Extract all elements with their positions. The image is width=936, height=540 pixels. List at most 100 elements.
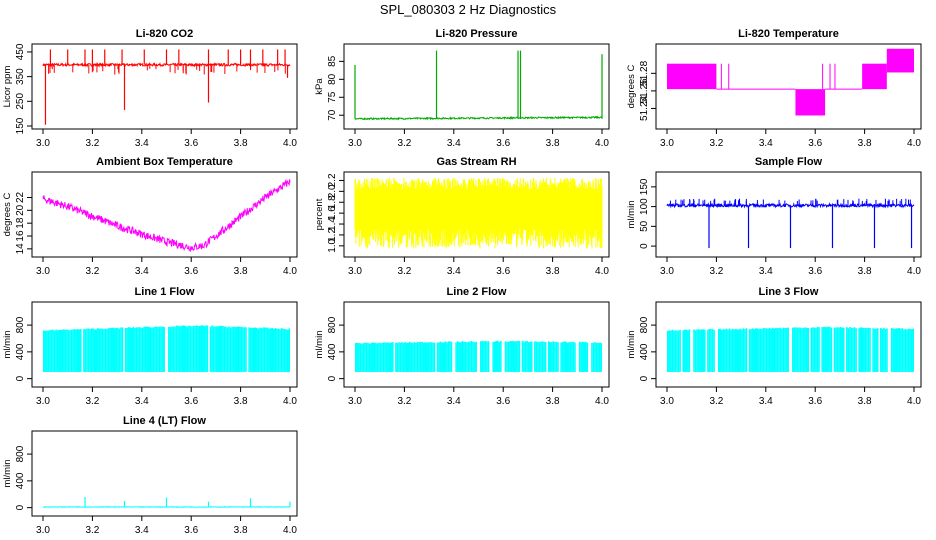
y-tick-label: 1.6 — [327, 206, 338, 220]
flow-band — [177, 325, 179, 372]
y-tick-label: 51.24 — [639, 95, 650, 120]
flow-band — [668, 330, 671, 372]
flow-band — [583, 342, 586, 372]
flow-band — [799, 327, 802, 372]
flow-band — [92, 328, 94, 372]
flow-band — [223, 326, 226, 372]
flow-band — [361, 343, 363, 372]
flow-band — [242, 327, 244, 372]
flow-band — [739, 328, 742, 372]
flow-band — [890, 328, 893, 372]
flow-band — [469, 341, 471, 372]
flow-band — [699, 329, 701, 372]
flow-band — [521, 340, 524, 372]
flow-band — [765, 328, 768, 372]
plot-frame — [655, 301, 922, 388]
flow-band — [748, 329, 751, 372]
flow-band — [239, 326, 241, 372]
panel-title: Line 4 (LT) Flow — [123, 415, 206, 427]
flow-band — [679, 329, 681, 372]
flow-band — [402, 342, 405, 372]
flow-band — [667, 331, 669, 372]
flow-band — [858, 328, 860, 372]
flow-band — [696, 329, 698, 372]
flow-band — [376, 343, 379, 372]
flow-band — [730, 329, 732, 372]
flow-band — [872, 328, 874, 372]
flow-band — [754, 328, 757, 372]
flow-band — [395, 342, 397, 372]
flow-band — [839, 327, 842, 372]
flow-band — [59, 329, 62, 372]
flow-band — [396, 343, 399, 372]
flow-band — [876, 328, 879, 372]
flow-band — [829, 326, 831, 372]
x-tick-label: 3.2 — [397, 138, 411, 149]
flow-band — [591, 342, 593, 372]
flow-band — [235, 326, 238, 372]
y-tick-label: 14 — [15, 243, 26, 255]
flow-band — [202, 325, 204, 372]
flow-band — [753, 329, 755, 372]
x-tick-label: 3.2 — [85, 266, 99, 277]
flow-band — [358, 343, 360, 372]
flow-band — [163, 326, 165, 372]
flow-band — [581, 341, 584, 372]
flow-band — [497, 340, 499, 372]
x-tick-label: 3.2 — [85, 525, 99, 536]
x-tick-label: 4.0 — [907, 266, 921, 277]
flow-band — [215, 326, 218, 372]
x-tick-label: 3.0 — [36, 266, 50, 277]
flow-band — [274, 328, 277, 372]
flow-band — [418, 342, 420, 372]
flow-band — [761, 328, 763, 372]
flow-band — [268, 328, 270, 372]
y-axis-label: ml/min — [2, 460, 13, 488]
flow-band — [422, 342, 425, 372]
y-tick-label: 1.8 — [327, 195, 338, 209]
panel-line-2-flow: Line 2 Flow 3.0 3.2 3.4 3.6 3.8 4.0 0 400 800ml/m… — [314, 286, 610, 407]
flow-band — [114, 328, 116, 372]
flow-band — [912, 328, 914, 372]
flow-band — [721, 329, 723, 372]
flow-band — [228, 326, 230, 372]
flow-band — [130, 328, 133, 372]
flow-band — [813, 327, 816, 372]
x-tick-label: 3.2 — [709, 266, 723, 277]
flow-band — [141, 327, 144, 372]
flow-band — [572, 341, 575, 372]
y-tick-label: 51.28 — [639, 60, 650, 85]
flow-band — [598, 342, 601, 372]
flow-band — [867, 327, 870, 372]
flow-band — [456, 341, 459, 372]
x-tick-label: 3.2 — [709, 138, 723, 149]
oscillation-block — [667, 63, 717, 90]
flow-band — [480, 341, 482, 372]
flow-band — [779, 327, 782, 372]
flow-band — [388, 343, 391, 372]
panel-title: Gas Stream RH — [436, 156, 516, 168]
flow-band — [592, 342, 595, 372]
flow-band — [90, 328, 93, 372]
flow-band — [704, 329, 706, 372]
flow-band — [248, 327, 250, 372]
flow-band — [249, 327, 252, 372]
flow-band — [214, 326, 216, 372]
flow-band — [487, 341, 490, 372]
x-tick-label: 3.4 — [447, 396, 461, 407]
flow-band — [869, 327, 871, 372]
flow-band — [439, 341, 442, 372]
flow-band — [76, 328, 79, 372]
flow-band — [807, 327, 810, 372]
flow-band — [405, 342, 408, 372]
flow-band — [197, 325, 199, 372]
x-tick-label: 3.0 — [36, 138, 50, 149]
flow-band — [158, 326, 161, 372]
flow-band — [260, 328, 263, 372]
x-tick-label: 3.4 — [135, 138, 149, 149]
y-tick-label: 0 — [15, 375, 26, 381]
x-tick-label: 3.6 — [184, 138, 198, 149]
series-line — [354, 115, 603, 121]
flow-band — [530, 341, 533, 372]
flow-band — [237, 326, 240, 372]
